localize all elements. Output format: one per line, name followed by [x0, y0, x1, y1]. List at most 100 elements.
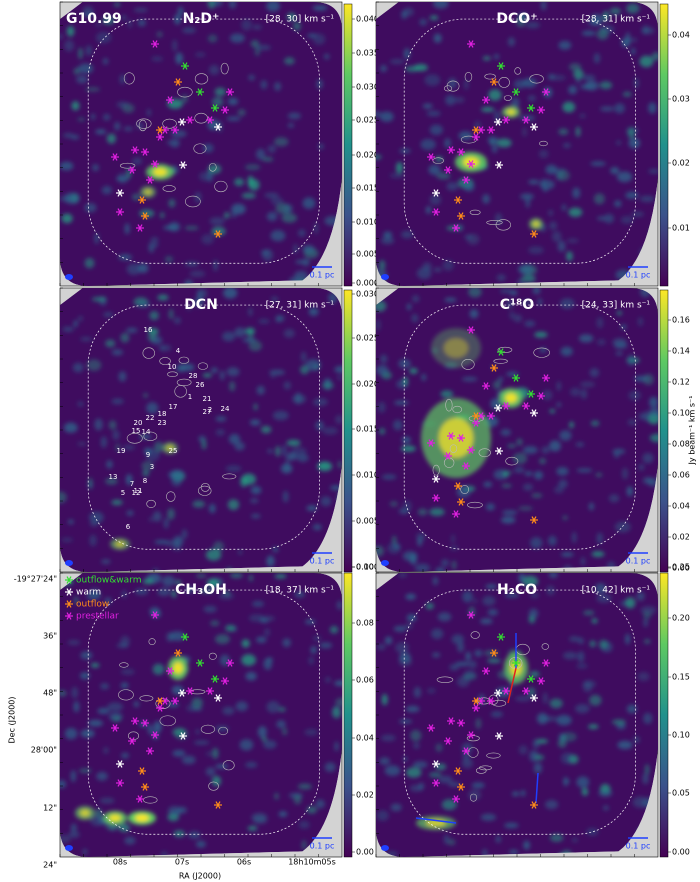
emission-blob [514, 695, 531, 702]
source-marker [152, 611, 158, 619]
source-marker [463, 462, 469, 470]
source-marker [139, 196, 145, 204]
emission-blob [82, 5, 94, 16]
emission-blob [395, 642, 409, 654]
map-emission-base [376, 2, 658, 286]
emission-blob [505, 593, 520, 598]
emission-blob [468, 789, 482, 801]
emission-blob [294, 392, 302, 405]
emission-blob [211, 367, 218, 373]
emission-blob [172, 749, 186, 757]
emission-blob [228, 433, 241, 445]
intensity-contour [484, 73, 496, 80]
emission-blob [501, 483, 512, 488]
emission-blob [529, 592, 540, 599]
emission-blob [85, 45, 92, 56]
colorbar-tick-label: 0.14 [672, 347, 690, 356]
emission-blob [153, 242, 159, 248]
emission-blob [539, 457, 547, 465]
intensity-contour [475, 767, 487, 774]
emission-blob [260, 79, 268, 90]
emission-blob [432, 576, 439, 586]
emission-blob [422, 103, 433, 109]
source-marker [172, 126, 178, 134]
emission-blob [402, 376, 409, 387]
source-number: 6 [126, 523, 131, 531]
emission-blob [205, 548, 222, 561]
emission-blob [562, 515, 568, 521]
intensity-contour [194, 112, 208, 124]
emission-blob [621, 37, 631, 48]
velocity-range: [28, 31] km s⁻¹ [582, 15, 651, 25]
source-marker [468, 160, 474, 168]
emission-blob [225, 624, 236, 632]
intensity-contour [176, 378, 192, 387]
emission-blob [648, 396, 658, 408]
emission-blob [520, 193, 534, 200]
emission-blob [551, 231, 562, 242]
emission-blob [468, 288, 482, 298]
emission-blob [427, 688, 436, 694]
emission-blob [575, 126, 581, 137]
source-marker [483, 382, 489, 390]
emission-blob [579, 381, 596, 388]
emission-blob [573, 69, 584, 80]
emission-blob [483, 481, 493, 488]
source-marker [152, 160, 158, 168]
emission-blob [576, 468, 593, 473]
colorbar-tick-label: 0.025 [356, 116, 379, 125]
emission-blob [540, 2, 547, 11]
emission-blob [509, 290, 518, 296]
source-marker [433, 779, 439, 787]
emission-blob [169, 631, 185, 641]
map-panel: H₂CO [10, 42] km s⁻¹ 0.1 pc [375, 572, 659, 858]
emission-blob [546, 585, 555, 596]
emission-blob [549, 698, 563, 709]
emission-blob [211, 747, 219, 760]
emission-blob [113, 2, 121, 7]
emission-blob [412, 761, 428, 769]
emission-blob [164, 255, 174, 263]
emission-blob [261, 737, 268, 742]
colorbar-tick-label: 0.04 [672, 31, 690, 40]
emission-blob [513, 466, 525, 474]
emission-blob [78, 47, 83, 60]
emission-blob [211, 775, 222, 787]
emission-blob [543, 692, 548, 704]
emission-blob [647, 477, 655, 487]
emission-blob [587, 724, 599, 730]
colorbar-tick-label: 0.02 [672, 533, 690, 542]
emission-blob [247, 329, 254, 340]
emission-blob [381, 693, 388, 706]
emission-blob [627, 419, 637, 426]
colorbar-tick-label: 0.010 [356, 218, 379, 227]
intensity-contour [449, 444, 458, 453]
emission-blob [298, 820, 310, 829]
emission-blob [244, 163, 261, 171]
x-axis-label: RA (J2000) [179, 872, 221, 881]
emission-blob [105, 339, 116, 348]
emission-blob [102, 57, 109, 65]
emission-blob [60, 491, 67, 504]
emission-peak-core [438, 418, 474, 458]
emission-blob [252, 24, 262, 30]
emission-blob [293, 795, 302, 805]
emission-blob [255, 148, 266, 160]
emission-blob [634, 375, 649, 382]
emission-blob [512, 452, 528, 465]
emission-blob [63, 192, 80, 204]
source-marker [182, 633, 188, 641]
intensity-contour [452, 405, 463, 414]
emission-blob [463, 182, 475, 192]
emission-blob [401, 230, 414, 239]
source-marker [491, 364, 497, 372]
emission-blob [532, 288, 541, 295]
emission-blob [637, 316, 644, 327]
emission-blob [444, 138, 451, 149]
emission-blob [589, 694, 602, 706]
emission-blob [134, 588, 149, 596]
emission-blob [578, 334, 594, 343]
intensity-contour [464, 71, 473, 82]
source-marker [167, 667, 173, 675]
intensity-contour [503, 95, 512, 101]
